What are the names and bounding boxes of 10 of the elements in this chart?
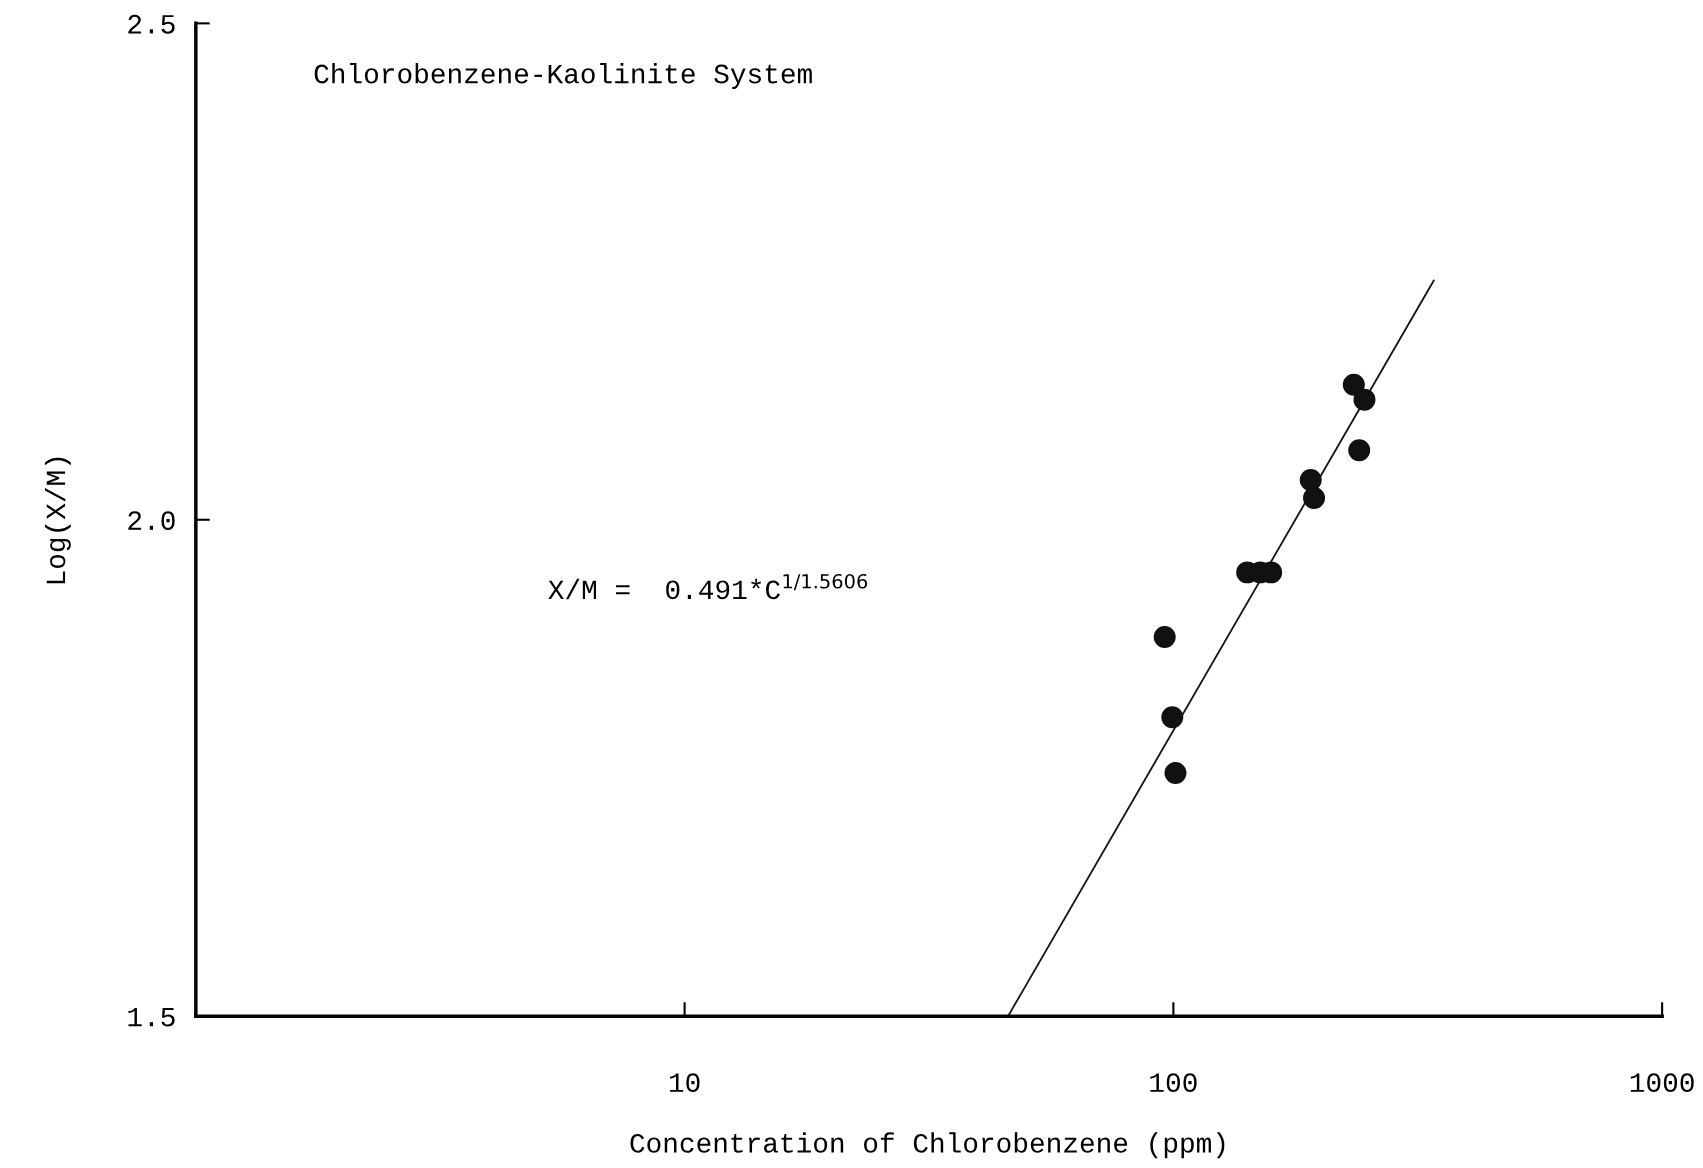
x-axis-title: Concentration of Chlorobenzene (ppm) <box>630 1132 1225 1159</box>
y-tick-label: 2.0 <box>128 511 175 531</box>
x-tick-label: 10 <box>669 1073 700 1093</box>
y-tick-label: 2.5 <box>128 14 175 34</box>
y-axis-title: Log(X/M) <box>44 457 71 584</box>
annotation: X/M = 0.491*C$^{1/1.5606}$ <box>548 573 868 600</box>
text: Chlorobenzene-Kaolinite System <box>314 63 812 89</box>
y-tick-label: 1.5 <box>128 1007 175 1027</box>
x-tick-label: 1000 <box>1630 1073 1694 1093</box>
x-tick-label: 100 <box>1150 1073 1197 1093</box>
